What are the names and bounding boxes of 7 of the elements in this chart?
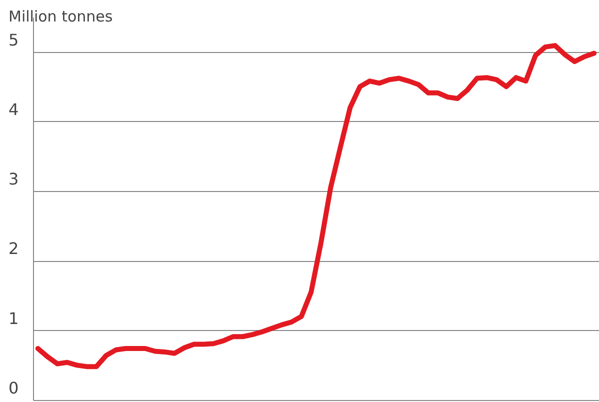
y-tick-label: 2	[8, 239, 19, 258]
y-axis-title: Million tonnes	[8, 8, 113, 26]
y-tick-label: 3	[8, 170, 19, 189]
y-tick-label: 1	[8, 308, 19, 328]
y-tick-label: 4	[8, 100, 19, 119]
y-tick-label: 5	[8, 30, 19, 50]
y-tick-label: 0	[8, 378, 19, 398]
